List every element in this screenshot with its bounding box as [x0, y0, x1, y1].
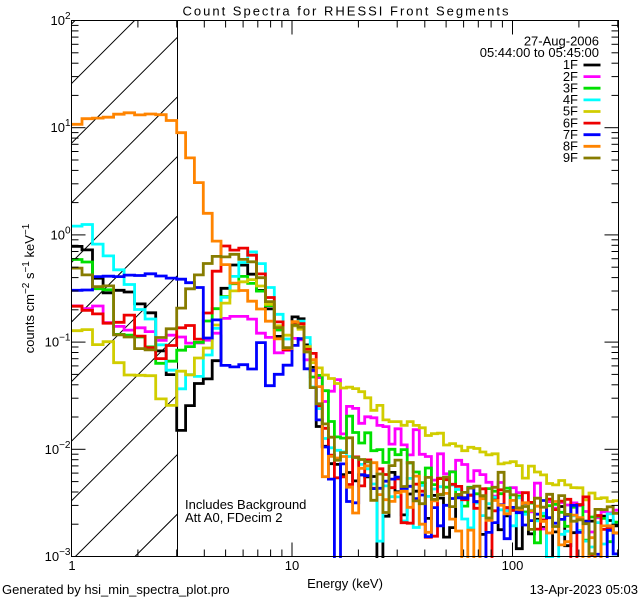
svg-text:1: 1 — [68, 558, 75, 573]
svg-text:Energy (keV): Energy (keV) — [307, 576, 383, 591]
svg-text:8F: 8F — [563, 139, 578, 154]
svg-text:4F: 4F — [563, 92, 578, 107]
svg-text:05:44:00 to 05:45:00: 05:44:00 to 05:45:00 — [480, 45, 599, 60]
svg-text:7F: 7F — [563, 127, 578, 142]
svg-text:5F: 5F — [563, 104, 578, 119]
svg-text:Generated by hsi_min_spectra_p: Generated by hsi_min_spectra_plot.pro — [2, 582, 230, 597]
svg-text:1F: 1F — [563, 57, 578, 72]
svg-text:100: 100 — [502, 558, 524, 573]
svg-text:2F: 2F — [563, 69, 578, 84]
svg-text:10: 10 — [285, 558, 299, 573]
svg-text:27-Aug-2006: 27-Aug-2006 — [524, 34, 599, 49]
svg-text:3F: 3F — [563, 80, 578, 95]
svg-text:9F: 9F — [563, 150, 578, 165]
svg-text:6F: 6F — [563, 115, 578, 130]
svg-text:13-Apr-2023 05:03: 13-Apr-2023 05:03 — [530, 582, 638, 597]
svg-text:counts cm−2 s−1 keV−1: counts cm−2 s−1 keV−1 — [21, 223, 37, 353]
svg-text:Includes Background: Includes Background — [185, 497, 306, 512]
svg-text:Att A0, FDecim 2: Att A0, FDecim 2 — [185, 510, 283, 525]
svg-text:Count Spectra for RHESSI Front: Count Spectra for RHESSI Front Segments — [183, 4, 511, 19]
